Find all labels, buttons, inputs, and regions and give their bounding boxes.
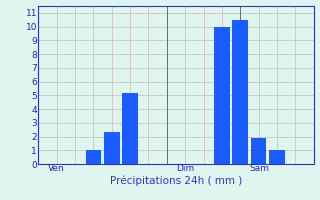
Bar bbox=[269, 150, 285, 164]
Text: Ven: Ven bbox=[48, 164, 64, 173]
Bar bbox=[232, 20, 248, 164]
Bar bbox=[104, 132, 120, 164]
Text: Sam: Sam bbox=[249, 164, 269, 173]
Bar bbox=[214, 27, 230, 164]
Bar bbox=[86, 150, 101, 164]
Bar bbox=[122, 93, 138, 164]
Bar bbox=[251, 138, 266, 164]
Text: Dim: Dim bbox=[176, 164, 194, 173]
X-axis label: Précipitations 24h ( mm ): Précipitations 24h ( mm ) bbox=[110, 175, 242, 186]
